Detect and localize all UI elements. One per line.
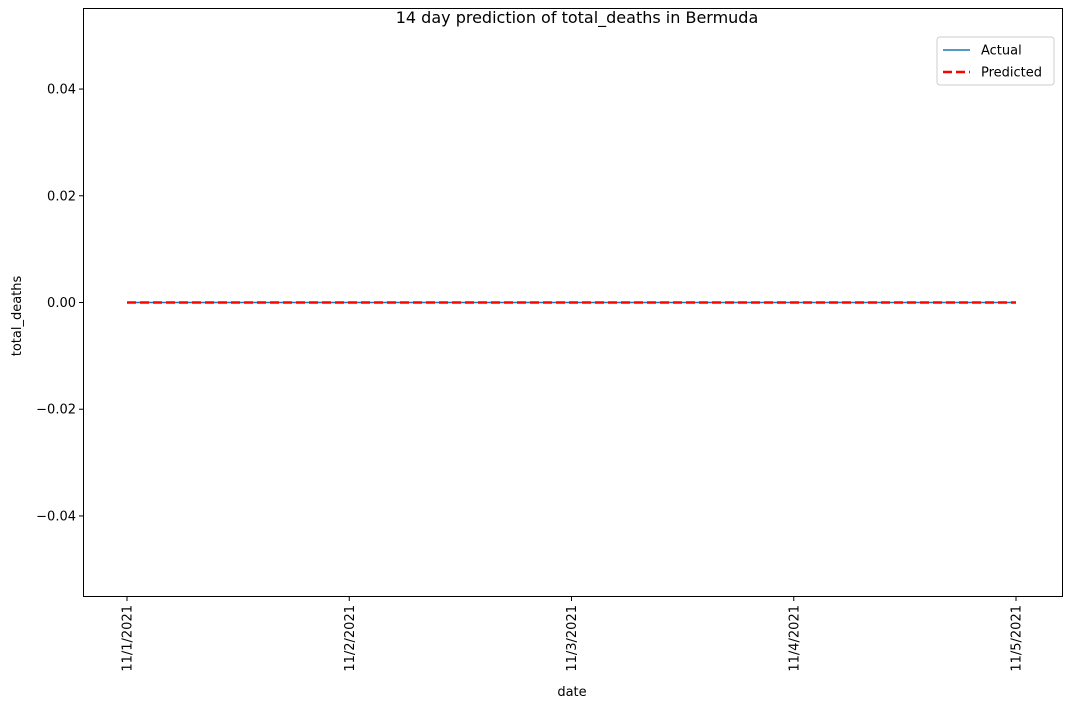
- y-tick-label: −0.04: [36, 509, 76, 524]
- y-tick-label: 0.02: [47, 189, 76, 204]
- x-tick-label: 11/1/2021: [121, 605, 136, 672]
- chart-title: 14 day prediction of total_deaths in Ber…: [396, 8, 759, 28]
- legend-label-predicted: Predicted: [981, 66, 1042, 81]
- legend: Actual Predicted: [936, 36, 1055, 86]
- x-axis: 11/1/2021 11/2/2021 11/3/2021 11/4/2021 11/5…: [121, 596, 1025, 672]
- x-tick-label: 11/5/2021: [1010, 605, 1025, 672]
- y-tick-label: 0.04: [47, 83, 76, 98]
- x-tick-label: 11/2/2021: [343, 605, 358, 672]
- x-tick-label: 11/3/2021: [565, 605, 580, 672]
- x-axis-label: date: [557, 685, 586, 700]
- y-axis: −0.04 −0.02 0.00 0.02 0.04: [36, 83, 84, 524]
- legend-label-actual: Actual: [981, 44, 1022, 59]
- x-tick-label: 11/4/2021: [787, 605, 802, 672]
- y-tick-label: −0.02: [36, 403, 76, 418]
- y-axis-label: total_deaths: [10, 276, 25, 357]
- legend-box: [936, 36, 1055, 86]
- y-tick-label: 0.00: [47, 296, 76, 311]
